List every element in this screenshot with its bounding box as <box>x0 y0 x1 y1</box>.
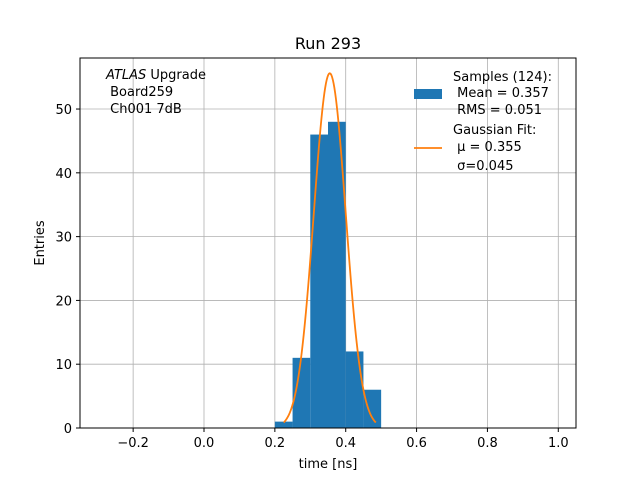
x-axis-ticks: −0.2 0.0 0.2 0.4 0.6 0.8 1.0 <box>117 428 569 451</box>
x-tick-label: −0.2 <box>117 436 149 451</box>
histogram-bar <box>274 421 293 428</box>
chart-title: Run 293 <box>295 34 361 53</box>
y-tick-label: 0 <box>64 422 72 437</box>
legend-fit-line-1: Gaussian Fit: <box>453 123 536 138</box>
legend-fit-line-2: μ = 0.355 <box>453 140 522 155</box>
x-tick-label: 0.4 <box>335 436 356 451</box>
y-tick-label: 30 <box>55 231 72 246</box>
histogram-bar <box>310 134 328 428</box>
y-tick-label: 50 <box>55 103 72 118</box>
legend-samples-line-1: Samples (124): <box>453 70 552 85</box>
histogram-bar <box>328 121 346 429</box>
annotation-upgrade: Upgrade <box>146 68 206 83</box>
annotation-line-3: Ch001 7dB <box>106 102 182 117</box>
histogram-bar <box>292 357 311 428</box>
y-tick-label: 40 <box>55 167 72 182</box>
annotation-line-1: ATLAS Upgrade <box>105 68 206 83</box>
annotation-italic: ATLAS <box>105 68 146 83</box>
x-tick-label: 1.0 <box>548 436 569 451</box>
run-annotation: ATLAS Upgrade Board259 Ch001 7dB <box>105 68 206 117</box>
x-axis-label: time [ns] <box>299 457 358 472</box>
x-tick-label: 0.6 <box>406 436 427 451</box>
axes-frame <box>79 57 577 429</box>
x-tick-label: 0.8 <box>477 436 498 451</box>
legend-samples-patch <box>414 89 442 99</box>
legend: Samples (124): Mean = 0.357 RMS = 0.051 … <box>414 70 552 174</box>
x-tick-label: 0.2 <box>265 436 286 451</box>
legend-fit-line-3: σ=0.045 <box>453 159 513 174</box>
histogram-bars <box>274 121 382 429</box>
legend-samples-line-2: Mean = 0.357 <box>453 86 549 101</box>
histogram-bar <box>363 389 382 428</box>
annotation-line-2: Board259 <box>106 85 173 100</box>
gaussian-fit <box>283 72 377 424</box>
y-axis-label: Entries <box>33 220 48 266</box>
x-tick-label: 0.0 <box>194 436 215 451</box>
histogram-bar <box>345 351 364 428</box>
y-tick-label: 10 <box>55 358 72 373</box>
y-tick-label: 20 <box>55 294 72 309</box>
gaussian-fit-curve <box>283 72 377 424</box>
y-axis-ticks: 0 10 20 30 40 50 <box>55 103 80 437</box>
legend-samples-line-3: RMS = 0.051 <box>453 103 542 118</box>
